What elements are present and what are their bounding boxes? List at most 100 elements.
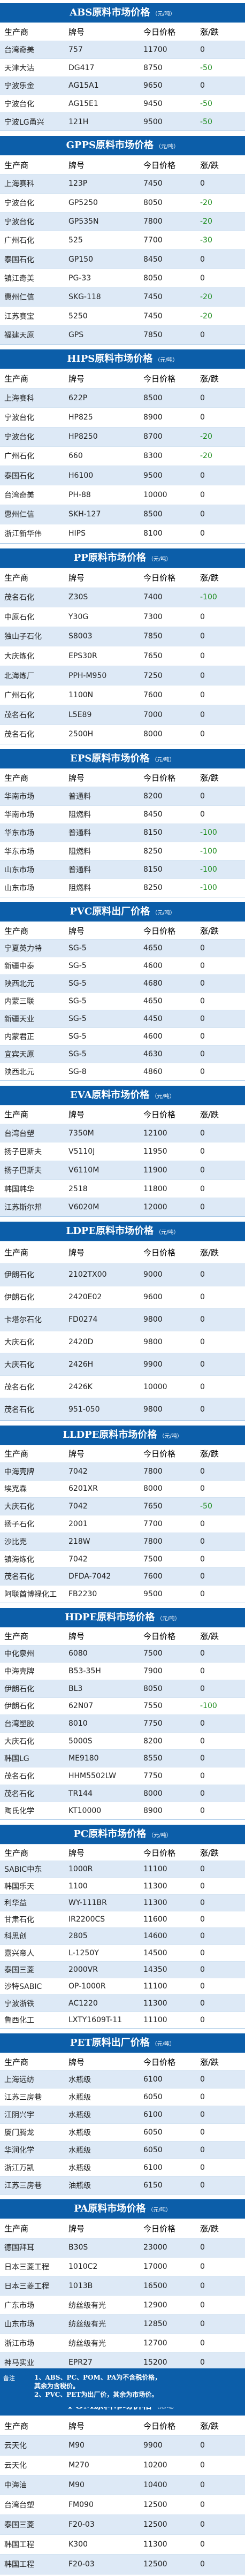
table-row: 嘉兴帝人 L-1250Y 14500 0 [0, 1944, 245, 1961]
producer-cell: 伊朗石化 [4, 1271, 34, 1280]
grade-cell: SG-5 [68, 997, 87, 1005]
table-header: 生产商 牌号 今日价格 涨/跌 [0, 1445, 245, 1462]
column-header: 今日价格 [143, 374, 176, 384]
column-header: 牌号 [68, 160, 85, 170]
grade-cell: 62N07 [68, 1702, 94, 1711]
price-section: PA原料市场价格 （元/吨） 生产商 牌号 今日价格 涨/跌 德国拜耳 B30S 23000 0 日… [0, 2196, 245, 2393]
price-cell: 9800 [143, 1315, 163, 1324]
table-row: 宁波台化 GP5250 8050 -20 [0, 193, 245, 212]
table-row: 惠州仁信 SKH-127 8500 0 [0, 504, 245, 524]
change-cell: -50 [200, 117, 212, 126]
grade-cell: K300 [68, 2540, 88, 2549]
price-cell: 7750 [143, 1719, 163, 1728]
change-cell: 0 [200, 1932, 205, 1941]
change-cell: 0 [200, 2146, 205, 2154]
table-row: 卡塔尔石化 FD0274 9800 0 [0, 1308, 245, 1331]
grade-cell: 1100N [68, 691, 94, 700]
price-cell: 8000 [143, 1789, 163, 1798]
table-row: 中海油 M90 10400 0 [0, 2475, 245, 2495]
table-row: 中海壳牌 7042 7800 0 [0, 1462, 245, 1480]
grade-cell: V6020M [68, 1203, 99, 1212]
grade-cell: SG-8 [68, 1068, 87, 1076]
price-cell: 11950 [143, 1147, 167, 1156]
grade-cell: 2102TX00 [68, 1270, 107, 1279]
producer-cell: 上海赛科 [4, 180, 34, 189]
producer-cell: 惠州仁信 [4, 293, 34, 302]
grade-cell: DG417 [68, 63, 95, 72]
grade-cell: Z30S [68, 593, 88, 602]
producer-cell: 宁夏英力特 [4, 944, 42, 953]
producer-cell: 扬子石化 [4, 1520, 34, 1529]
producer-cell: 甘肃石化 [4, 1916, 34, 1925]
producer-cell: 陕西北元 [4, 1068, 34, 1077]
change-cell: 0 [200, 1293, 205, 1302]
table-row: 浙江市场 纺丝级有光 12700 0 [0, 2333, 245, 2353]
change-cell: 0 [200, 1915, 205, 1924]
producer-cell: 茂名石化 [4, 1573, 34, 1582]
change-cell: 0 [200, 2320, 205, 2329]
producer-cell: 陶氏化学 [4, 1807, 34, 1816]
change-cell: 0 [200, 2560, 205, 2569]
price-cell: 11300 [143, 1881, 167, 1891]
price-cell: 6150 [143, 2181, 163, 2190]
price-cell: 10400 [143, 2481, 167, 2489]
table-row: 茂名石化 2426K 10000 0 [0, 1375, 245, 1398]
column-header: 今日价格 [143, 2223, 176, 2234]
producer-cell: 独山子石化 [4, 632, 42, 642]
table-row: 华南市场 普通料 8200 0 [0, 787, 245, 805]
price-cell: 8550 [143, 1754, 163, 1763]
grade-cell: 纺丝级有光 [68, 2339, 106, 2349]
producer-cell: 宁波浙铁 [4, 1999, 34, 2008]
table-row: 广东市场 纺丝级有光 12900 0 [0, 2295, 245, 2314]
producer-cell: 中海壳牌 [4, 1467, 34, 1476]
price-cell: 7500 [143, 1649, 163, 1658]
producer-cell: 茂名石化 [4, 1383, 34, 1392]
grade-cell: 2500H [68, 730, 94, 739]
change-cell: 0 [200, 510, 205, 519]
grade-cell: 7042 [68, 1467, 88, 1476]
change-cell: 0 [200, 944, 205, 952]
table-row: 台湾台塑 FM090 12500 0 [0, 2495, 245, 2514]
table-row: 华东市场 普通料 8150 -100 [0, 823, 245, 842]
price-cell: 7550 [143, 1702, 163, 1711]
table-row: 陶氏化学 KT10000 8900 0 [0, 1802, 245, 1819]
change-cell: 0 [200, 2262, 205, 2271]
section-title-text: HIPS原料市场价格 [67, 353, 153, 364]
producer-cell: 广东市场 [4, 2301, 34, 2310]
column-header: 今日价格 [143, 926, 176, 936]
change-cell: 0 [200, 1467, 205, 1476]
column-header: 涨/跌 [200, 2057, 219, 2067]
producer-cell: 广州石化 [4, 691, 34, 700]
table-row: 鲁西化工 LXTY1609T-11 11100 0 [0, 2011, 245, 2028]
table-row: 茂名石化 951-050 9800 0 [0, 1398, 245, 1420]
producer-cell: 韩国韩华 [4, 1185, 34, 1194]
producer-cell: 台湾塑胶 [4, 1720, 34, 1729]
change-cell: 0 [200, 2128, 205, 2137]
grade-cell: F20-03 [68, 2560, 95, 2569]
table-row: 阿联酋博禄化工 FB2230 9500 0 [0, 1585, 245, 1603]
producer-cell: 伊朗石化 [4, 1293, 34, 1302]
column-header: 生产商 [4, 27, 29, 37]
grade-cell: 阻燃料 [68, 847, 91, 856]
producer-cell: 北海炼厂 [4, 672, 34, 681]
change-cell: 0 [200, 2461, 205, 2470]
change-cell: 0 [200, 1807, 205, 1816]
table-row: 江苏赛宝 5250 7450 -20 [0, 306, 245, 325]
change-cell: 0 [200, 979, 205, 988]
grade-cell: PH-88 [68, 490, 91, 499]
producer-cell: 福建天原 [4, 331, 34, 340]
price-cell: 9800 [143, 1405, 163, 1414]
change-cell: 0 [200, 1315, 205, 1324]
table-row: 中原石化 Y30G 7300 0 [0, 607, 245, 627]
section-title-text: LLDPE原料市场价格 [63, 1429, 157, 1441]
table-header: 生产商 牌号 今日价格 涨/跌 [0, 1627, 245, 1645]
change-cell: 0 [200, 1965, 205, 1974]
producer-cell: 埃克森 [4, 1485, 27, 1494]
grade-cell: 7350M [68, 1129, 94, 1138]
producer-cell: 沙特SABIC [4, 1983, 42, 1992]
grade-cell: 水瓶级 [68, 2129, 91, 2137]
price-cell: 12000 [143, 1203, 167, 1212]
price-cell: 14500 [143, 1948, 167, 1957]
price-cell: 17000 [143, 2262, 167, 2271]
